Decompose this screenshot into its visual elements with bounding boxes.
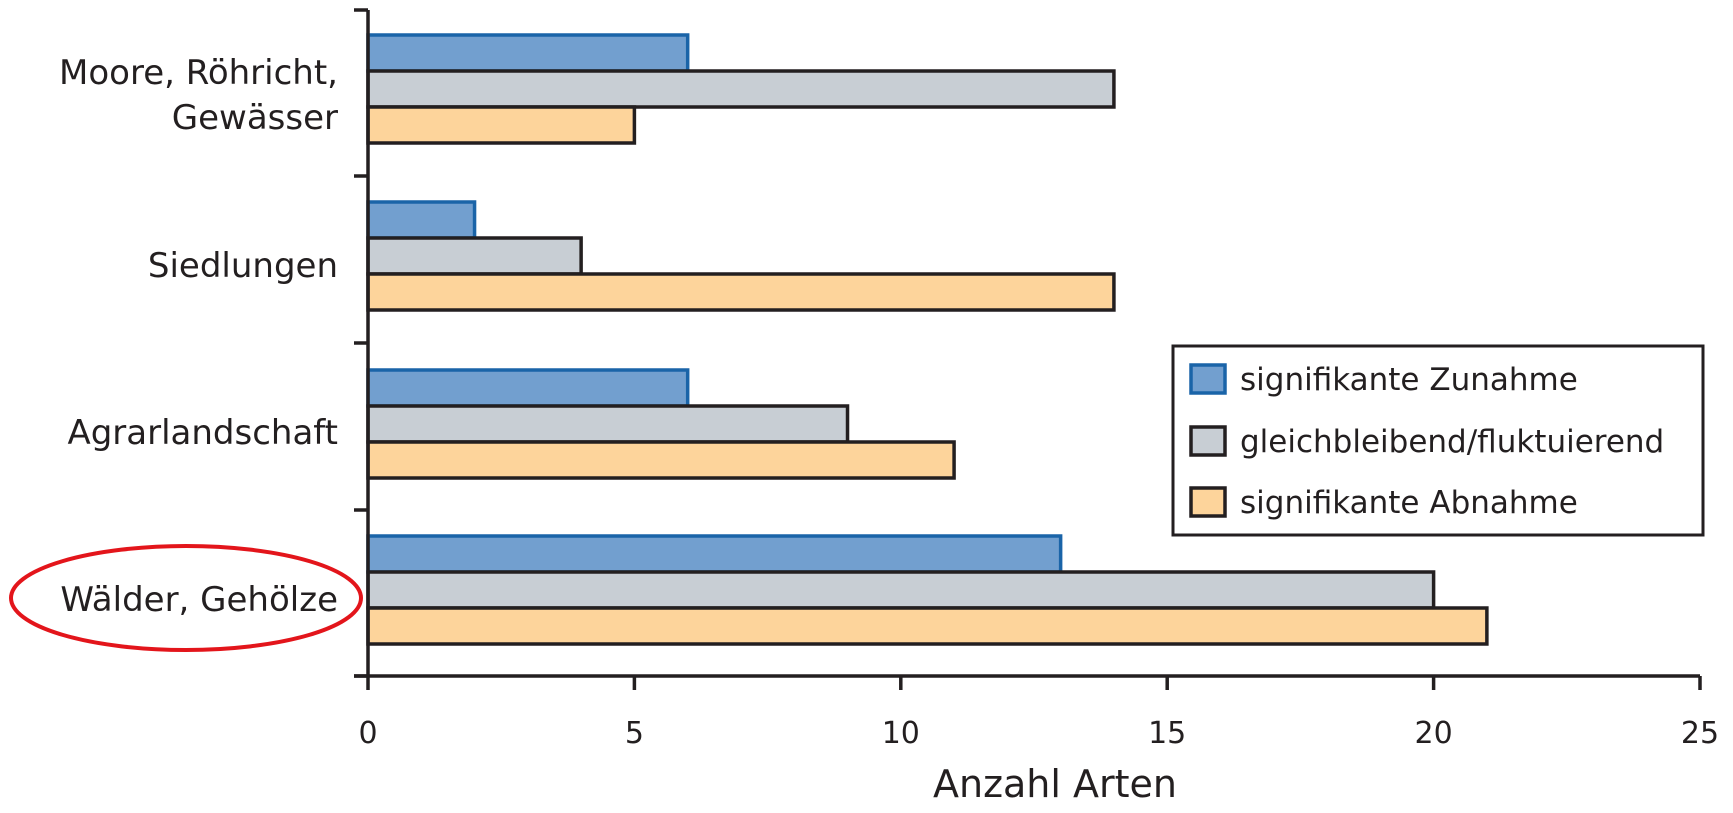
category-label-0-line-0: Moore, Röhricht, (59, 53, 338, 93)
legend-swatch-1 (1189, 425, 1227, 457)
x-tick-label-0: 0 (358, 716, 377, 751)
x-tick-label-5: 25 (1681, 716, 1719, 751)
bar-3-2 (366, 606, 1489, 646)
x-axis-title: Anzahl Arten (933, 762, 1177, 806)
legend-label-0: signifikante Zunahme (1240, 362, 1578, 398)
legend-swatch-2 (1189, 486, 1227, 518)
bar-2-1 (366, 404, 850, 444)
legend-label-2: signifikante Abnahme (1240, 485, 1578, 521)
bar-0-1 (366, 69, 1116, 109)
x-tick-label-2: 10 (882, 716, 920, 751)
bar-3-0 (366, 534, 1063, 574)
category-label-3: Wälder, Gehölze (60, 580, 338, 620)
bar-1-2 (366, 272, 1116, 312)
bar-0-2 (366, 105, 637, 145)
axes (354, 8, 1702, 690)
highlight-ellipse (9, 544, 363, 652)
bar-1-1 (366, 236, 583, 276)
category-label-2: Agrarlandschaft (67, 413, 338, 453)
legend: signifikante Zunahme gleichbleibend/flukt… (1171, 344, 1705, 537)
bar-0-0 (366, 33, 690, 73)
highlight-layer (9, 544, 363, 652)
bar-2-0 (366, 368, 690, 408)
category-label-1: Siedlungen (148, 246, 338, 286)
x-tick-label-4: 20 (1415, 716, 1453, 751)
x-tick-labels: 0 5 10 15 20 25 (358, 716, 1719, 751)
legend-swatch-0 (1189, 363, 1227, 395)
x-tick-label-3: 15 (1148, 716, 1186, 751)
category-labels: Moore, Röhricht, Gewässer Siedlungen Agrarl… (59, 53, 338, 620)
bar-3-1 (366, 570, 1436, 610)
bars (366, 33, 1489, 646)
bar-2-2 (366, 440, 956, 480)
category-label-0-line-1: Gewässer (172, 98, 338, 138)
legend-frame (1171, 344, 1705, 537)
x-tick-label-1: 5 (625, 716, 644, 751)
bar-1-0 (366, 200, 477, 240)
legend-label-1: gleichbleibend/fluktuierend (1240, 424, 1664, 460)
